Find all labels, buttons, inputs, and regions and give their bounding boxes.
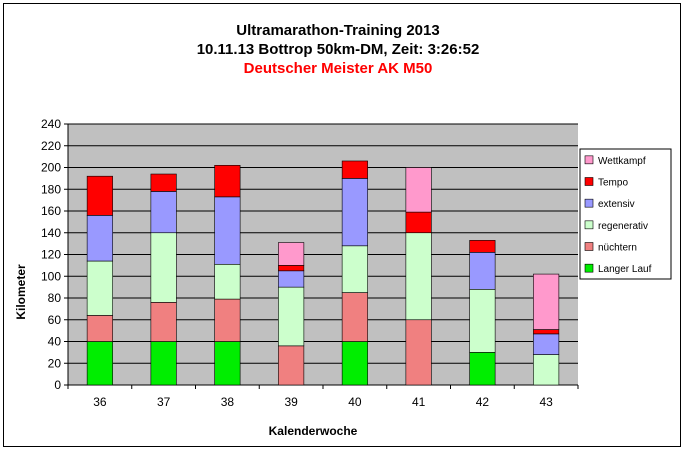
legend-swatch (584, 198, 594, 208)
legend-label: Tempo (598, 178, 628, 189)
legend-box (579, 148, 672, 280)
y-tick-label: 220 (41, 139, 61, 153)
chart-frame: Ultramarathon-Training 2013 10.11.13 Bot… (3, 3, 681, 447)
bar-segment (150, 302, 177, 342)
bar-segment (86, 215, 113, 262)
plot-area (67, 123, 578, 386)
x-tick-label: 40 (348, 395, 362, 409)
bar-segment (150, 232, 177, 303)
legend-label: nüchtern (598, 243, 637, 254)
chart-highlight: Deutscher Meister AK M50 (244, 60, 433, 77)
chart: Ultramarathon-Training 2013 10.11.13 Bot… (14, 22, 672, 438)
bar-segment (405, 167, 432, 213)
bar-segment (533, 354, 560, 386)
bar-segment (341, 178, 368, 247)
bar-segment (341, 245, 368, 293)
legend-swatch (584, 155, 594, 165)
x-tick-label: 42 (476, 395, 490, 409)
x-tick-label: 41 (412, 395, 426, 409)
bar-segment (278, 270, 305, 288)
legend-swatch (584, 220, 594, 230)
bar-segment (469, 240, 496, 253)
x-tick-label: 38 (221, 395, 235, 409)
x-axis-label: Kalenderwoche (269, 424, 358, 438)
bar-segment (533, 273, 560, 330)
bar-segment (341, 292, 368, 342)
bar-segment (341, 341, 368, 386)
bar-segment (150, 191, 177, 234)
y-tick-label: 160 (41, 204, 61, 218)
legend-swatch (584, 177, 594, 186)
legend-swatch (584, 242, 594, 251)
bar-segment (469, 252, 496, 290)
bar-segment (86, 175, 113, 216)
y-tick-label: 240 (41, 117, 61, 131)
bar-segment (214, 263, 241, 300)
bar-segment (150, 173, 177, 192)
bar-segment (341, 160, 368, 179)
y-tick-label: 80 (48, 291, 62, 305)
y-tick-label: 0 (54, 378, 61, 392)
bar-segment (86, 315, 113, 342)
x-tick-label: 39 (284, 395, 298, 409)
y-tick-label: 40 (48, 335, 62, 349)
bar-segment (469, 288, 496, 353)
bar-segment (405, 319, 432, 386)
y-tick-label: 120 (41, 248, 61, 262)
bar-segment (86, 341, 113, 386)
y-tick-label: 140 (41, 226, 61, 240)
y-tick-label: 60 (48, 313, 62, 327)
bar-segment (214, 165, 241, 198)
bar-segment (278, 345, 305, 386)
bar-segment (405, 211, 432, 234)
x-tick-label: 36 (93, 395, 107, 409)
y-tick-label: 20 (48, 356, 62, 370)
legend-label: Langer Lauf (598, 264, 652, 275)
bar-segment (405, 232, 432, 321)
y-axis-label: Kilometer (14, 264, 28, 320)
bar-segment (533, 333, 560, 355)
y-tick-label: 200 (41, 161, 61, 175)
bar-segment (278, 286, 305, 347)
bar-segment (469, 352, 496, 386)
bar-segment (533, 329, 560, 335)
bar-segment (214, 196, 241, 265)
x-tick-label: 43 (539, 395, 553, 409)
bar-segment (278, 242, 305, 266)
legend-label: regenerativ (598, 221, 648, 232)
bar-segment (86, 260, 113, 316)
chart-title: Ultramarathon-Training 2013 (236, 22, 439, 39)
y-tick-label: 100 (41, 269, 61, 283)
y-tick-label: 180 (41, 182, 61, 196)
x-axis: 36 37 38 39 40 41 42 43 (67, 385, 579, 409)
bar-segment (214, 341, 241, 386)
bar-segment (214, 298, 241, 342)
chart-subtitle: 10.11.13 Bottrop 50km-DM, Zeit: 3:26:52 (197, 41, 480, 58)
legend-label: Wettkampf (598, 156, 646, 167)
legend-label: extensiv (598, 199, 635, 210)
legend-swatch (584, 263, 594, 273)
bar-segment (150, 341, 177, 386)
bar-segment (278, 265, 305, 272)
x-tick-label: 37 (157, 395, 171, 409)
legend: Wettkampf Tempo extensiv regenerativ nüchter… (579, 148, 672, 280)
y-axis: 0 20 40 60 80 100 120 140 160 180 200 220 240 (41, 117, 68, 392)
